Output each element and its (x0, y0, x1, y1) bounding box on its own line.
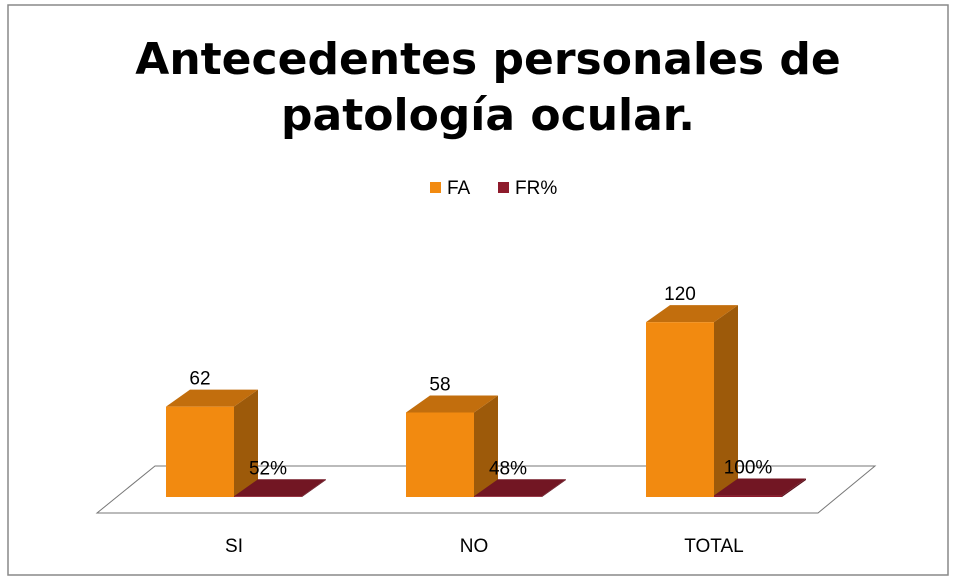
bar-face (234, 389, 258, 497)
x-tick-label: NO (460, 536, 489, 557)
data-label: 58 (429, 375, 450, 396)
legend-swatch (498, 182, 509, 193)
bar-face (474, 496, 542, 497)
chart-title: Antecedentes personales de (135, 34, 840, 85)
legend-label: FA (447, 178, 471, 199)
bar (474, 479, 566, 497)
legend-swatch (430, 182, 441, 193)
bar-face (646, 305, 738, 323)
bar (234, 479, 326, 497)
bar-face (714, 305, 738, 497)
bar-face (542, 479, 566, 497)
bar-face (406, 395, 498, 413)
bar-face (782, 478, 806, 497)
legend-label: FR% (515, 178, 557, 199)
bar-face (474, 479, 566, 497)
bar-face (714, 495, 782, 497)
bar-face (474, 395, 498, 497)
bar-face (166, 389, 258, 407)
bar (166, 389, 258, 497)
bar-face (234, 479, 326, 497)
data-label: 48% (489, 458, 527, 479)
bar-face (646, 322, 714, 497)
bar (406, 395, 498, 497)
data-label: 62 (189, 369, 210, 390)
bar-face (166, 406, 234, 497)
x-tick-label: SI (225, 536, 243, 557)
bar-face (406, 412, 474, 497)
data-label: 120 (664, 284, 696, 305)
x-tick-label: TOTAL (684, 536, 743, 557)
data-label: 100% (724, 458, 773, 479)
data-label: 52% (249, 458, 287, 479)
bar (714, 478, 806, 497)
bar-face (302, 479, 326, 497)
bar (646, 305, 738, 497)
bar-face (714, 478, 806, 496)
bar-face (234, 496, 302, 497)
chart-title: patología ocular. (281, 90, 695, 141)
